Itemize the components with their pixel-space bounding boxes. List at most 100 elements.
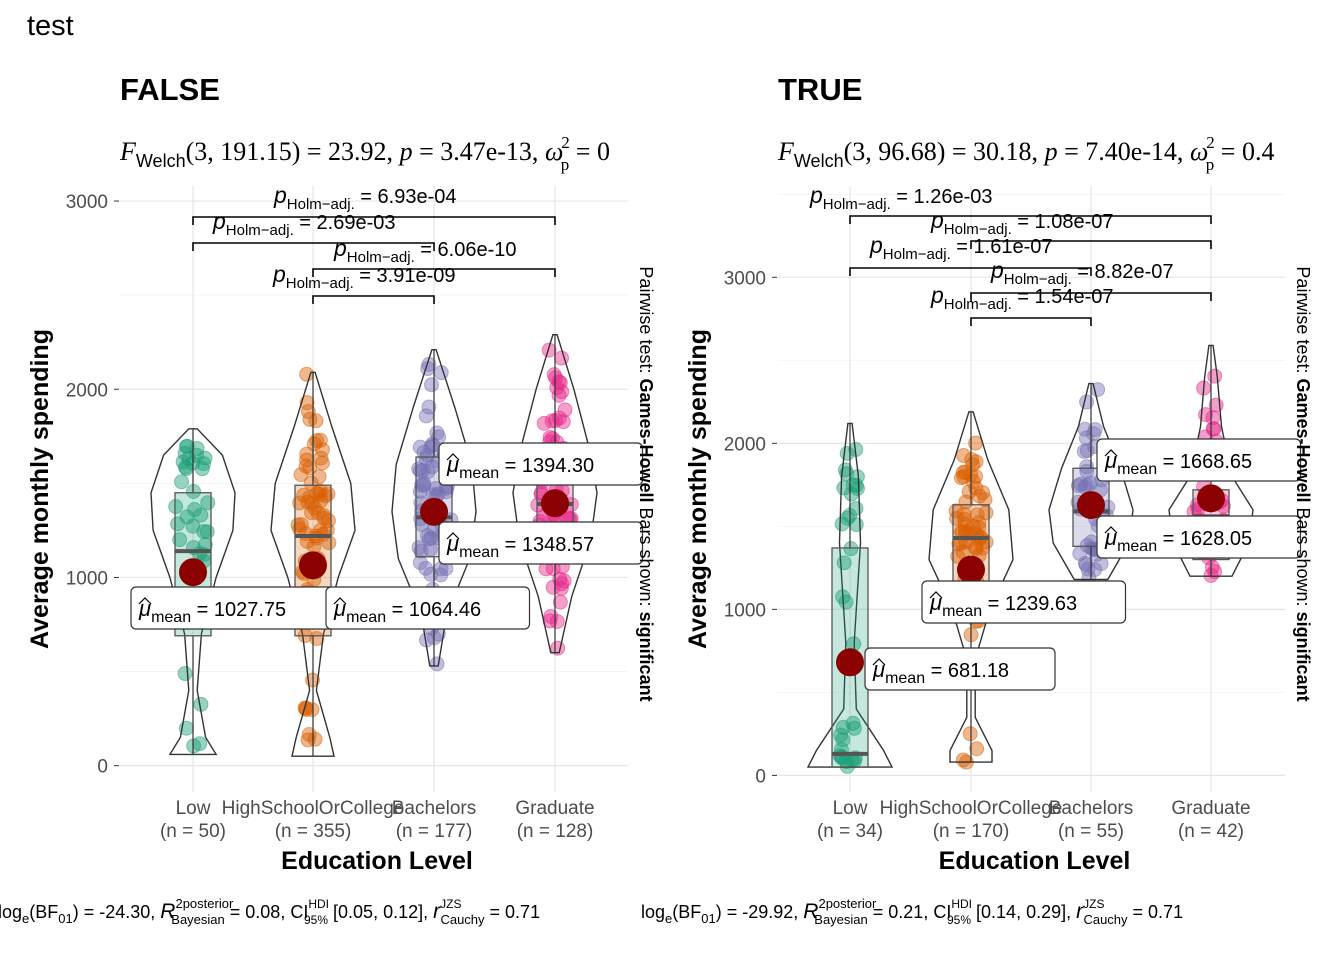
x-tick-label: Low [176,798,211,819]
data-point [1080,561,1096,577]
mean-point [957,555,985,584]
data-point [300,732,316,748]
y-tick-label: 2000 [66,380,108,401]
data-point [965,474,981,490]
panel-true: TRUE FWelch(3, 96.68) = 30.18, p = 7.40e-… [641,72,1313,927]
data-point [186,738,202,754]
page-title: test [27,10,74,42]
data-point [320,513,336,529]
y-axis-title: Average monthly spending [26,329,54,649]
data-point [557,402,573,418]
violin [270,371,356,757]
group-highschoolorcollege [270,366,356,757]
data-point [412,555,428,571]
mean-label-text: μmean = 681.18 [872,657,1009,687]
y-tick-label: 0 [755,766,766,787]
data-point [424,377,440,393]
data-point [962,726,978,742]
mean-point [299,551,327,580]
pairwise-bracket: pHolm−adj. = 6.93e-04 [192,182,556,225]
violin [806,422,894,768]
pairwise-bracket: pHolm−adj. = 1.26e-03 [809,182,1212,224]
y-tick-label: 1000 [724,600,766,621]
y-tick-label: 2000 [724,434,766,455]
data-point [412,439,428,455]
panel-false: FALSE FWelch(3, 191.15) = 23.92, p = 3.47… [0,72,656,927]
data-point [421,399,437,415]
data-point [429,656,445,672]
data-point [967,539,983,555]
mean-label-graduate: μmean = 1394.30 [438,442,644,486]
data-point [312,487,328,503]
x-tick-n: (n = 34) [817,821,883,842]
data-point [299,366,315,382]
pairwise-label: pHolm−adj. = 8.82e-07 [990,257,1174,288]
data-point [420,464,436,480]
x-tick-n: (n = 42) [1178,821,1244,842]
group-low [806,422,894,774]
data-point [542,613,558,629]
pairwise-bracket: pHolm−adj. = 3.91e-09 [272,261,456,304]
mean-label-bachelors: μmean = 1628.05 [1096,515,1302,559]
data-point [835,732,851,748]
data-point [965,518,981,534]
data-point [968,454,984,470]
data-point [168,499,184,515]
pairwise-bracket: pHolm−adj. = 1.08e-07 [930,207,1212,249]
x-tick-label: Graduate [515,798,594,819]
data-point [418,408,434,424]
data-point [178,438,194,454]
mean-label-box [438,442,644,486]
mean-label-text: μmean = 1064.46 [333,596,481,626]
mean-label-text: μmean = 1394.30 [446,452,594,482]
hat [333,597,347,605]
x-tick-label: Bachelors [392,798,477,819]
mean-label-highschoolorcollege: μmean = 1239.63 [921,580,1127,624]
y-tick-label: 3000 [66,192,108,213]
data-point [299,452,315,468]
mean-label-box [1096,438,1302,482]
hat [446,453,460,461]
data-point [953,470,969,486]
mean-label-highschoolorcollege: μmean = 1064.46 [325,586,531,630]
data-point [312,483,328,499]
data-point [418,560,434,576]
y-tick-label: 1000 [66,568,108,589]
data-point [172,532,188,548]
data-point [313,450,329,466]
data-point [955,752,971,768]
mean-label-box [438,521,644,565]
data-point [414,477,430,493]
data-point [1076,443,1092,459]
data-point [193,507,209,523]
data-point [306,436,322,452]
violin [150,428,236,756]
data-point [292,495,308,511]
bracket-line [192,242,435,251]
x-tick-label: Bachelors [1049,798,1134,819]
bayes-caption: loge(BF01) = -24.30, R2posterior Bayesian… [0,896,540,927]
x-tick-n: (n = 177) [396,821,473,842]
pairwise-label: pHolm−adj. = 1.08e-07 [930,207,1114,238]
y-tick-label: 0 [97,757,108,778]
data-point [969,741,985,757]
mean-point [1197,484,1225,513]
pairwise-label: pHolm−adj. = 6.93e-04 [273,182,457,213]
mean-label-bachelors: μmean = 1348.57 [438,521,644,565]
mean-label-text: μmean = 1668.65 [1104,448,1252,478]
mean-point [836,648,864,677]
data-point [423,439,439,455]
data-point [849,480,865,496]
hat [1104,526,1118,534]
data-point [1072,546,1088,562]
bracket-line [970,292,1212,301]
x-tick-label: Graduate [1171,798,1250,819]
y-axis-title: Average monthly spending [684,329,712,649]
x-tick-n: (n = 355) [275,821,352,842]
data-point [197,450,213,466]
x-tick-n: (n = 55) [1058,821,1124,842]
pairwise-bracket: pHolm−adj. = 2.69e-03 [192,208,435,251]
x-tick-n: (n = 170) [933,821,1010,842]
data-point [429,425,445,441]
mean-label-box [921,580,1127,624]
